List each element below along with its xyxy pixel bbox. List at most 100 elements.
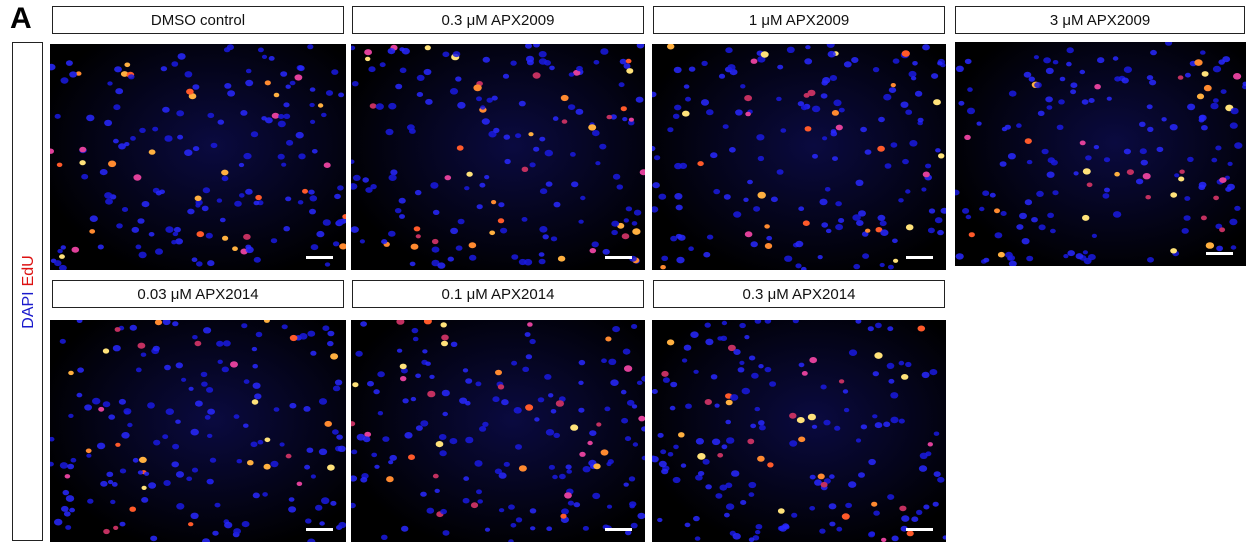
- dapi-nucleus: [510, 61, 516, 66]
- dapi-nucleus: [595, 161, 600, 165]
- dapi-nucleus: [578, 381, 583, 385]
- dapi-nucleus: [787, 47, 795, 53]
- dapi-nucleus: [246, 69, 252, 74]
- edu-nucleus: [115, 327, 121, 332]
- dapi-nucleus: [832, 156, 838, 161]
- dapi-nucleus: [791, 513, 797, 518]
- dapi-nucleus: [1031, 217, 1038, 222]
- dapi-nucleus: [119, 399, 126, 405]
- dapi-nucleus: [551, 236, 557, 241]
- edu-nucleus: [370, 103, 377, 108]
- dapi-nucleus: [607, 505, 612, 509]
- dapi-nucleus: [286, 140, 293, 146]
- dapi-nucleus: [1184, 215, 1191, 221]
- dapi-nucleus: [239, 163, 244, 167]
- dapi-nucleus: [771, 197, 778, 203]
- edu-nucleus: [678, 432, 685, 437]
- dapi-nucleus: [357, 434, 365, 441]
- dapi-nucleus: [731, 470, 739, 477]
- dapi-nucleus: [934, 432, 940, 436]
- dapi-nucleus: [71, 458, 77, 463]
- dapi-nucleus: [893, 58, 900, 63]
- dapi-nucleus: [1149, 80, 1156, 86]
- edu-nucleus: [365, 57, 370, 61]
- dapi-nucleus: [919, 465, 927, 472]
- dapi-nucleus: [442, 52, 449, 58]
- dapi-nucleus: [922, 44, 930, 50]
- edu-nucleus: [186, 89, 194, 95]
- dapi-nucleus: [499, 472, 507, 478]
- dapi-nucleus: [1185, 73, 1191, 78]
- dapi-nucleus: [739, 361, 744, 365]
- dapi-nucleus: [856, 220, 864, 226]
- dapi-nucleus: [765, 367, 772, 372]
- edu-nucleus: [232, 246, 238, 251]
- dapi-nucleus: [410, 262, 416, 267]
- dapi-nucleus: [755, 407, 761, 411]
- dapi-nucleus: [258, 48, 264, 53]
- dapi-nucleus: [139, 252, 147, 259]
- dapi-nucleus: [142, 201, 150, 207]
- dapi-nucleus: [853, 264, 860, 269]
- dapi-nucleus: [484, 175, 489, 179]
- dapi-nucleus: [1066, 62, 1072, 67]
- dapi-nucleus: [147, 402, 155, 408]
- dapi-nucleus: [433, 210, 440, 215]
- dapi-nucleus: [977, 122, 982, 126]
- dapi-nucleus: [660, 449, 666, 454]
- dapi-nucleus: [245, 245, 251, 250]
- edu-nucleus: [324, 421, 332, 427]
- dapi-nucleus: [1067, 47, 1074, 53]
- dapi-nucleus: [310, 351, 316, 356]
- dapi-nucleus: [539, 51, 547, 57]
- dapi-nucleus: [189, 387, 194, 391]
- dapi-nucleus: [212, 531, 218, 536]
- dapi-nucleus: [1107, 97, 1112, 101]
- dapi-nucleus: [309, 209, 316, 215]
- dapi-nucleus: [271, 238, 277, 243]
- dapi-nucleus: [465, 437, 473, 444]
- edu-nucleus: [1083, 168, 1091, 174]
- dapi-nucleus: [751, 241, 758, 247]
- dapi-nucleus: [176, 110, 184, 116]
- edu-nucleus: [933, 99, 941, 105]
- dapi-nucleus: [819, 529, 825, 534]
- dapi-nucleus: [141, 353, 147, 357]
- dapi-nucleus: [442, 412, 448, 416]
- dapi-nucleus: [84, 404, 92, 410]
- dapi-nucleus: [252, 347, 257, 351]
- dapi-nucleus: [114, 66, 122, 72]
- dapi-nucleus: [554, 202, 561, 208]
- dapi-nucleus: [63, 490, 70, 495]
- dapi-nucleus: [742, 388, 750, 395]
- dapi-nucleus: [227, 90, 235, 96]
- edu-nucleus: [466, 172, 472, 177]
- dapi-nucleus: [621, 418, 628, 424]
- edu-nucleus: [570, 424, 578, 430]
- dapi-nucleus: [262, 492, 268, 497]
- dapi-nucleus: [136, 368, 142, 373]
- dapi-nucleus: [207, 113, 214, 118]
- dapi-nucleus: [1200, 50, 1206, 54]
- dapi-nucleus: [1067, 250, 1075, 256]
- dapi-nucleus: [244, 379, 250, 384]
- dapi-nucleus: [901, 102, 909, 108]
- dapi-nucleus: [322, 325, 329, 331]
- dapi-nucleus: [463, 498, 470, 504]
- edu-nucleus: [1170, 248, 1177, 253]
- dapi-nucleus: [668, 452, 674, 457]
- dapi-nucleus: [707, 235, 713, 240]
- edu-nucleus: [489, 231, 495, 236]
- dapi-nucleus: [319, 398, 327, 405]
- dapi-nucleus: [776, 97, 782, 101]
- scale-bar: [306, 528, 333, 531]
- dapi-nucleus: [571, 181, 578, 187]
- dapi-nucleus: [608, 359, 616, 365]
- edu-nucleus: [626, 68, 633, 74]
- dapi-nucleus: [1058, 99, 1065, 104]
- edu-nucleus: [865, 229, 870, 233]
- dapi-nucleus: [64, 511, 71, 516]
- dapi-nucleus: [1229, 219, 1237, 226]
- dapi-nucleus: [805, 45, 810, 49]
- dapi-nucleus: [476, 96, 482, 101]
